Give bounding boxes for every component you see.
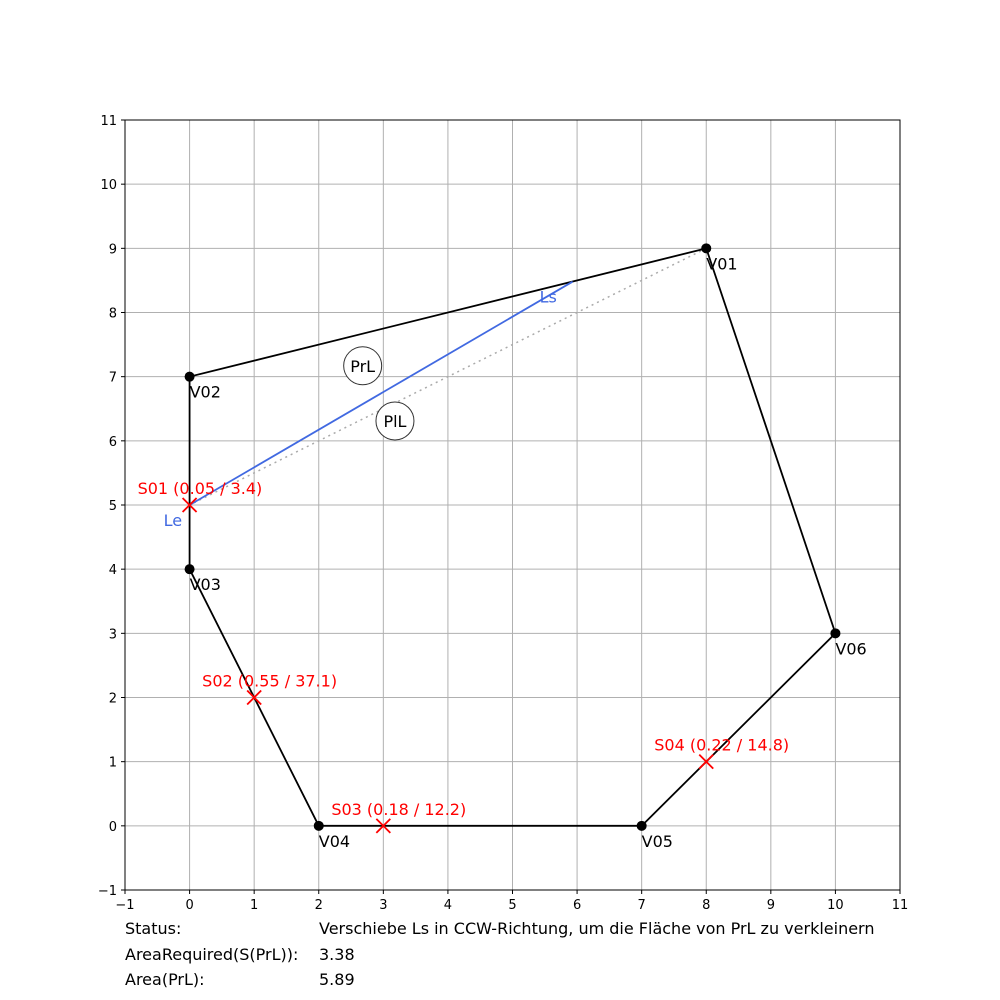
region-label: PlL [383, 412, 406, 431]
vertex-point [184, 564, 195, 575]
x-tick-label: −1 [115, 898, 134, 913]
y-tick-label: 2 [109, 692, 117, 707]
vertex-label: V05 [642, 832, 673, 851]
y-tick-label: 6 [109, 435, 117, 450]
split-point-cross [698, 754, 714, 770]
x-tick-label: 4 [444, 898, 452, 913]
status-value: Verschiebe Ls in CCW-Richtung, um die Fl… [319, 919, 875, 938]
area-required-label: AreaRequired(S(PrL)): [125, 945, 299, 964]
x-tick-label: 0 [185, 898, 193, 913]
x-tick-label: 3 [379, 898, 387, 913]
y-tick-label: 4 [109, 563, 117, 578]
y-tick-label: −1 [98, 884, 117, 899]
area-prl-label: Area(PrL): [125, 970, 205, 989]
vertex-point [313, 820, 324, 831]
split-line-end-label: Le [164, 511, 182, 530]
split-line-start-label: Ls [540, 288, 557, 307]
region-label-circle [375, 401, 415, 441]
vertex-label: V03 [190, 575, 221, 594]
split-point-cross [375, 818, 391, 834]
previous-split-line [189, 247, 707, 506]
split-point-cross [181, 497, 198, 513]
y-tick-label: 8 [109, 307, 117, 322]
vertex-label: V06 [835, 639, 866, 658]
y-tick-label: 9 [109, 242, 117, 257]
x-tick-label: 5 [508, 898, 516, 913]
x-tick-label: 10 [827, 898, 844, 913]
x-tick-label: 2 [315, 898, 323, 913]
x-tick-label: 9 [767, 898, 775, 913]
vertex-label: V02 [190, 383, 221, 402]
vertex-point [636, 820, 647, 831]
vertex-point [701, 243, 712, 254]
x-tick-label: 7 [638, 898, 646, 913]
split-point-label: S04 (0.22 / 14.8) [654, 736, 789, 755]
vertex-point [830, 628, 841, 639]
vertex-label: V01 [706, 254, 737, 273]
x-tick-label: 6 [573, 898, 581, 913]
area-required-value: 3.38 [319, 945, 355, 964]
region-label-circle [343, 346, 383, 386]
x-tick-label: 1 [250, 898, 258, 913]
split-point-label: S02 (0.55 / 37.1) [202, 672, 337, 691]
y-tick-label: 7 [109, 371, 117, 386]
y-tick-label: 3 [109, 627, 117, 642]
area-prl-value: 5.89 [319, 970, 355, 989]
split-line [189, 280, 574, 506]
y-tick-label: 5 [109, 499, 117, 514]
vertex-label: V04 [319, 832, 350, 851]
vertex-point [184, 371, 195, 382]
region-label: PrL [350, 357, 375, 376]
y-tick-label: 10 [100, 178, 117, 193]
split-point-cross [246, 689, 262, 706]
x-tick-label: 11 [892, 898, 909, 913]
status-label: Status: [125, 919, 182, 938]
x-tick-label: 8 [702, 898, 710, 913]
y-tick-label: 0 [109, 820, 117, 835]
y-tick-label: 1 [109, 756, 117, 771]
split-point-label: S01 (0.05 / 3.4) [138, 479, 263, 498]
split-point-label: S03 (0.18 / 12.2) [331, 800, 466, 819]
y-tick-label: 11 [100, 114, 117, 129]
